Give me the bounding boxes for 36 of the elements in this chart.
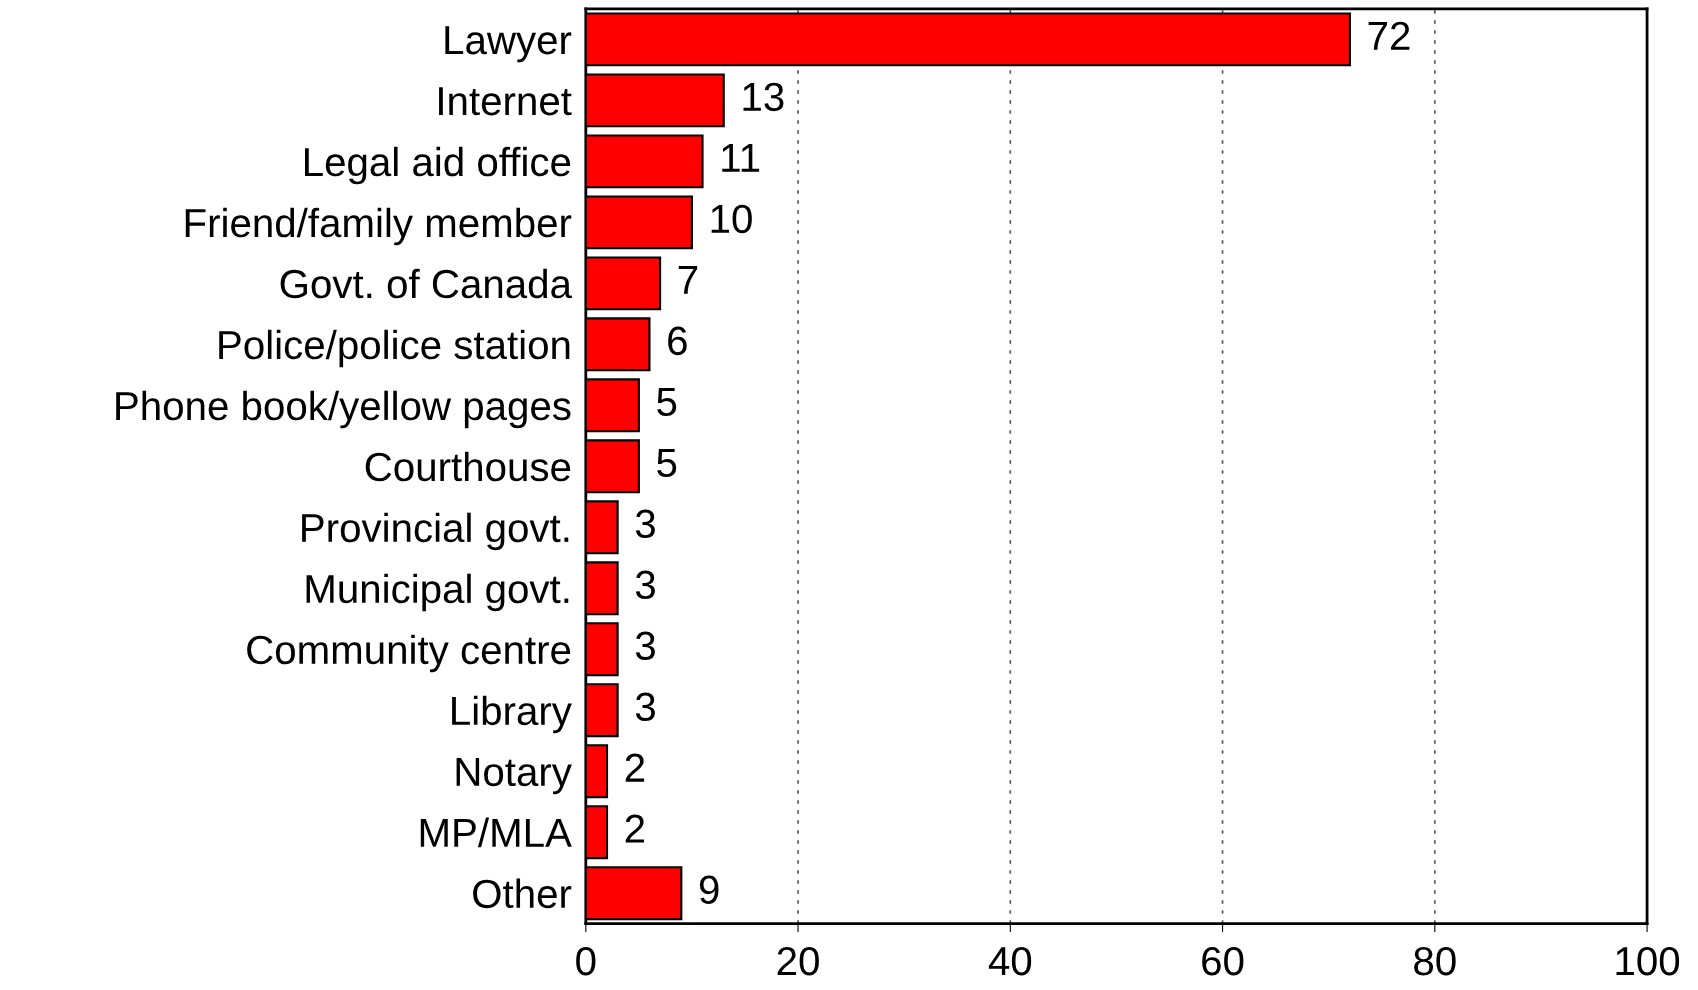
y-tick-label: Provincial govt.	[302, 512, 569, 551]
data-label: 7	[678, 266, 698, 294]
y-tick-label: Lawyer	[445, 26, 572, 63]
y-tick-label: Legal aid office	[305, 146, 571, 185]
y-tick-label: Friend/family member	[185, 207, 572, 246]
x-tick-label: 100	[1616, 946, 1680, 976]
data-label: 3	[635, 692, 655, 722]
y-tick-label: Courthouse	[365, 451, 571, 482]
x-tick-label: 80	[1414, 946, 1456, 976]
y-tick-label: Phone book/yellow pages	[116, 390, 571, 429]
data-label: 3	[635, 631, 655, 661]
y-tick-label: Internet	[439, 87, 572, 116]
data-label: 11	[722, 144, 760, 172]
x-tick-label: 0	[576, 946, 596, 976]
y-tick-label: Police/police station	[219, 329, 570, 368]
x-tick-label: 20	[777, 946, 819, 976]
y-tick-label: Municipal govt.	[306, 573, 569, 612]
data-label: 3	[635, 509, 655, 539]
data-label: 10	[711, 204, 752, 234]
y-tick-label: Govt. of Canada	[280, 268, 572, 299]
data-label: 2	[625, 814, 645, 843]
y-tick-label: Library	[452, 695, 572, 734]
data-label: 3	[635, 570, 655, 600]
data-label: 72	[1368, 21, 1410, 50]
y-tick-label: Community centre	[247, 634, 571, 673]
x-tick-label: 40	[988, 946, 1032, 976]
data-label: 6	[668, 326, 687, 356]
y-tick-label: Notary	[456, 758, 572, 795]
x-tick-label: 60	[1202, 946, 1244, 976]
y-tick-label: MP/MLA	[420, 817, 572, 848]
data-label: 9	[699, 875, 719, 904]
data-label: 13	[743, 82, 784, 112]
data-label: 5	[657, 388, 677, 417]
data-label: 2	[625, 753, 645, 782]
y-tick-label: Other	[473, 878, 572, 909]
data-label: 5	[657, 449, 677, 478]
